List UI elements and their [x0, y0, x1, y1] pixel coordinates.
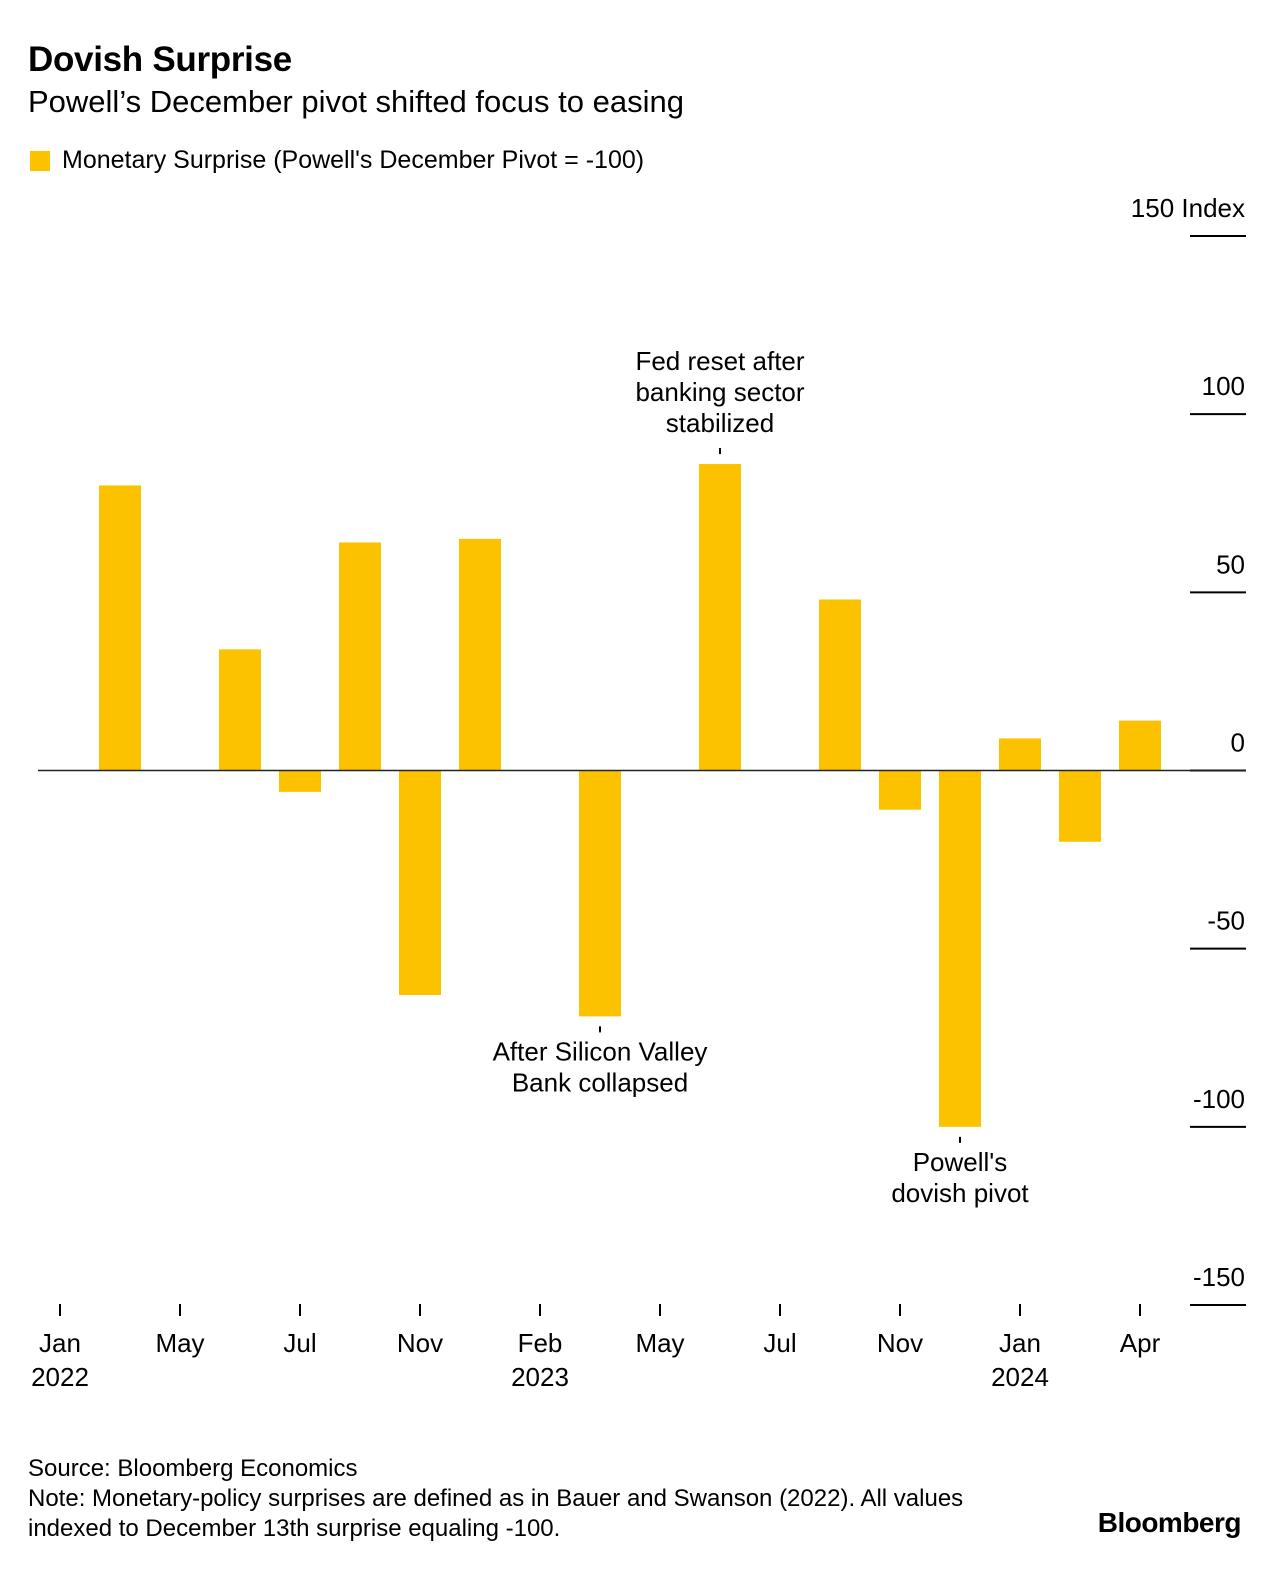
bar [279, 770, 321, 792]
legend: Monetary Surprise (Powell's December Piv… [30, 146, 644, 175]
y-tick-label: -150 [1193, 1262, 1245, 1292]
bar [99, 485, 141, 771]
y-tick-label: 50 [1216, 549, 1245, 579]
bar [579, 770, 621, 1017]
source-text: Source: Bloomberg Economics [28, 1455, 358, 1482]
x-tick-label: Feb [518, 1328, 563, 1358]
bar [1119, 720, 1161, 771]
y-tick-label: 150 Index [1131, 193, 1245, 223]
bar [939, 770, 981, 1127]
x-tick-label: Jan [999, 1328, 1041, 1358]
footer-notes: Source: Bloomberg Economics Note: Moneta… [28, 1454, 1008, 1544]
x-tick-label: Jul [283, 1328, 316, 1358]
bar [879, 770, 921, 810]
bar [1059, 770, 1101, 842]
annotation-text: dovish pivot [891, 1178, 1029, 1208]
x-tick-label: Nov [397, 1328, 443, 1358]
annotation-text: After Silicon Valley [493, 1036, 708, 1066]
legend-swatch [30, 150, 50, 171]
bar [459, 538, 501, 771]
x-tick-label: May [155, 1328, 204, 1358]
chart-subtitle: Powell’s December pivot shifted focus to… [28, 84, 684, 119]
bar [999, 738, 1041, 771]
x-tick-label: Jan [39, 1328, 81, 1358]
x-tick-year: 2023 [511, 1362, 569, 1392]
annotation-text: Fed reset after [635, 346, 804, 376]
x-tick-label: Nov [877, 1328, 923, 1358]
bar-chart: 150 Index 100 50 0 -50 -100 -150 Jan 2022 May Jul N… [31, 193, 1246, 1392]
bar [339, 542, 381, 771]
x-tick-year: 2022 [31, 1362, 89, 1392]
bar [699, 464, 741, 771]
bar [819, 599, 861, 771]
y-tick-label: 100 [1202, 371, 1245, 401]
y-tick-label: -100 [1193, 1084, 1245, 1114]
bloomberg-logo: Bloomberg [1097, 1507, 1242, 1538]
bar [219, 649, 261, 771]
bar [399, 770, 441, 995]
annotation-text: banking sector [635, 377, 804, 407]
y-tick-label: -50 [1207, 906, 1245, 936]
annotation-text: stabilized [666, 408, 774, 438]
x-tick-label: Apr [1120, 1328, 1161, 1358]
x-tick-label: Jul [763, 1328, 796, 1358]
annotation-text: Powell's [913, 1147, 1008, 1177]
chart-title: Dovish Surprise [28, 40, 292, 79]
x-tick-label: May [635, 1328, 684, 1358]
legend-label: Monetary Surprise (Powell's December Piv… [62, 146, 645, 174]
note-text: Note: Monetary-policy surprises are defi… [28, 1485, 964, 1542]
annotation-text: Bank collapsed [512, 1067, 688, 1097]
x-tick-year: 2024 [991, 1362, 1049, 1392]
y-tick-label: 0 [1231, 728, 1245, 758]
